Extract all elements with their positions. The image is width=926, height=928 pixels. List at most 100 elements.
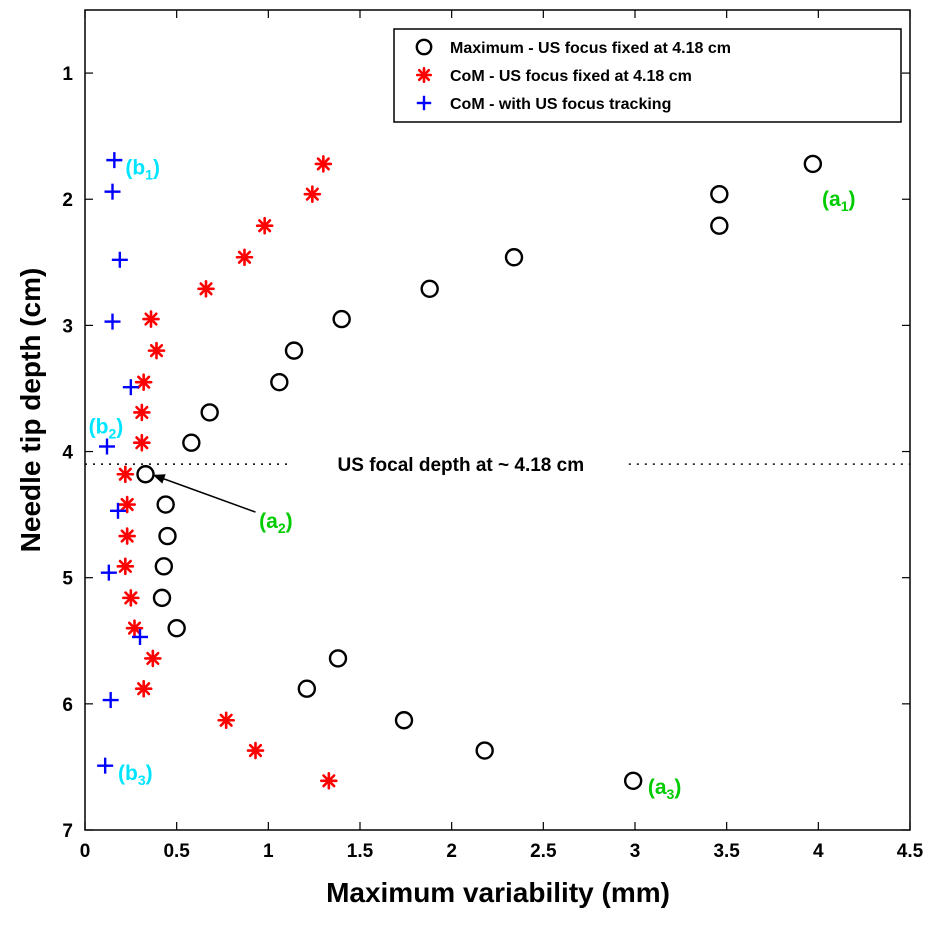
asterisk-stroke <box>120 497 134 512</box>
data-point <box>100 564 117 581</box>
data-point <box>475 741 494 760</box>
focal-depth-label: US focal depth at ~ 4.18 cm <box>338 455 585 476</box>
data-point <box>167 618 186 638</box>
data-point <box>255 216 274 235</box>
annotation-subscript: 2 <box>108 425 116 441</box>
x-tick-label: 4.5 <box>897 841 924 862</box>
asterisk-stroke <box>322 774 336 788</box>
annotation-main: (b <box>125 157 145 180</box>
annotation-close: ) <box>286 510 293 533</box>
data-point <box>147 341 166 360</box>
annotation-close: ) <box>674 776 681 799</box>
annotation-label: (b3) <box>118 762 153 788</box>
y-tick-label: 4 <box>62 443 73 464</box>
y-tick-label: 5 <box>62 569 73 590</box>
data-point <box>133 403 151 422</box>
asterisk-stroke <box>199 282 213 296</box>
data-point <box>710 184 729 204</box>
legend-marker <box>416 95 432 111</box>
asterisk-stroke <box>135 405 149 420</box>
asterisk-stroke <box>144 312 158 326</box>
asterisk-stroke <box>305 187 319 201</box>
data-point <box>104 313 121 330</box>
data-point <box>110 502 126 519</box>
y-tick-label: 1 <box>62 64 73 85</box>
data-point <box>235 248 254 267</box>
y-tick-label: 2 <box>62 190 73 211</box>
asterisk-stroke <box>124 591 138 605</box>
data-point <box>284 341 304 360</box>
data-point <box>102 692 119 709</box>
annotation-main: (a <box>822 188 841 211</box>
data-point <box>122 589 140 607</box>
x-tick-label: 2.5 <box>530 841 557 862</box>
data-point <box>394 711 414 730</box>
annotation-main: (b <box>118 762 138 785</box>
x-tick-label: 1 <box>263 841 274 862</box>
annotation-label: (b1) <box>125 157 160 183</box>
annotation-main: (a <box>259 510 278 533</box>
asterisk-stroke <box>237 250 252 264</box>
x-axis-title: Maximum variability (mm) <box>326 877 670 908</box>
asterisk-stroke <box>258 219 272 233</box>
data-point <box>332 309 351 329</box>
y-tick-label: 6 <box>62 695 73 716</box>
series-3 <box>97 152 148 774</box>
x-tick-label: 0.5 <box>163 841 190 862</box>
annotation-main: (b <box>89 415 109 438</box>
legend-marker <box>415 38 433 56</box>
data-point <box>297 679 317 698</box>
asterisk-stroke <box>417 68 431 82</box>
annotation-subscript: 3 <box>667 786 675 802</box>
annotation-label: (b2) <box>89 415 124 441</box>
data-point <box>217 711 235 730</box>
x-tick-label: 0 <box>80 841 91 862</box>
plot-area-box <box>84 9 911 831</box>
legend-marker <box>415 66 433 84</box>
legend-entry-label: CoM - US focus fixed at 4.18 cm <box>450 68 692 85</box>
annotation-subscript: 3 <box>138 772 146 788</box>
annotation-close: ) <box>848 188 855 211</box>
data-point <box>125 619 144 637</box>
data-point <box>182 433 201 452</box>
annotation-close: ) <box>116 415 123 438</box>
legend-entry-label: CoM - with US focus tracking <box>450 96 671 113</box>
data-point <box>200 403 219 422</box>
data-point <box>303 185 322 203</box>
data-point <box>314 155 333 173</box>
annotation-close: ) <box>153 157 160 180</box>
annotation-close: ) <box>146 762 153 785</box>
asterisk-stroke <box>137 682 151 696</box>
data-point <box>420 279 439 298</box>
y-tick-label: 7 <box>62 821 73 842</box>
asterisk-stroke <box>149 344 164 358</box>
annotation-main: (a <box>648 776 667 799</box>
asterisk-stroke <box>118 559 132 573</box>
data-point <box>118 495 136 514</box>
legend-entry-label: Maximum - US focus fixed at 4.18 cm <box>450 40 731 57</box>
data-point <box>122 379 139 396</box>
asterisk-stroke <box>219 713 233 727</box>
data-point <box>154 557 174 576</box>
data-point <box>116 465 135 484</box>
data-point <box>133 433 151 452</box>
data-point <box>803 154 823 174</box>
asterisk-stroke <box>120 529 134 543</box>
data-point <box>320 771 338 790</box>
annotation-label: (a3) <box>648 776 681 802</box>
x-tick-label: 1.5 <box>347 841 374 862</box>
y-axis-title: Needle tip depth (cm) <box>15 268 46 553</box>
x-tick-label: 2 <box>446 841 457 862</box>
annotation-subscript: 1 <box>841 198 849 214</box>
data-point <box>158 526 177 546</box>
asterisk-stroke <box>135 436 149 450</box>
data-point <box>104 183 121 200</box>
series-2 <box>116 155 338 790</box>
data-point <box>111 251 128 268</box>
x-tick-label: 3 <box>630 841 641 862</box>
data-point <box>118 527 136 545</box>
data-point <box>197 279 215 298</box>
data-point <box>504 248 524 267</box>
